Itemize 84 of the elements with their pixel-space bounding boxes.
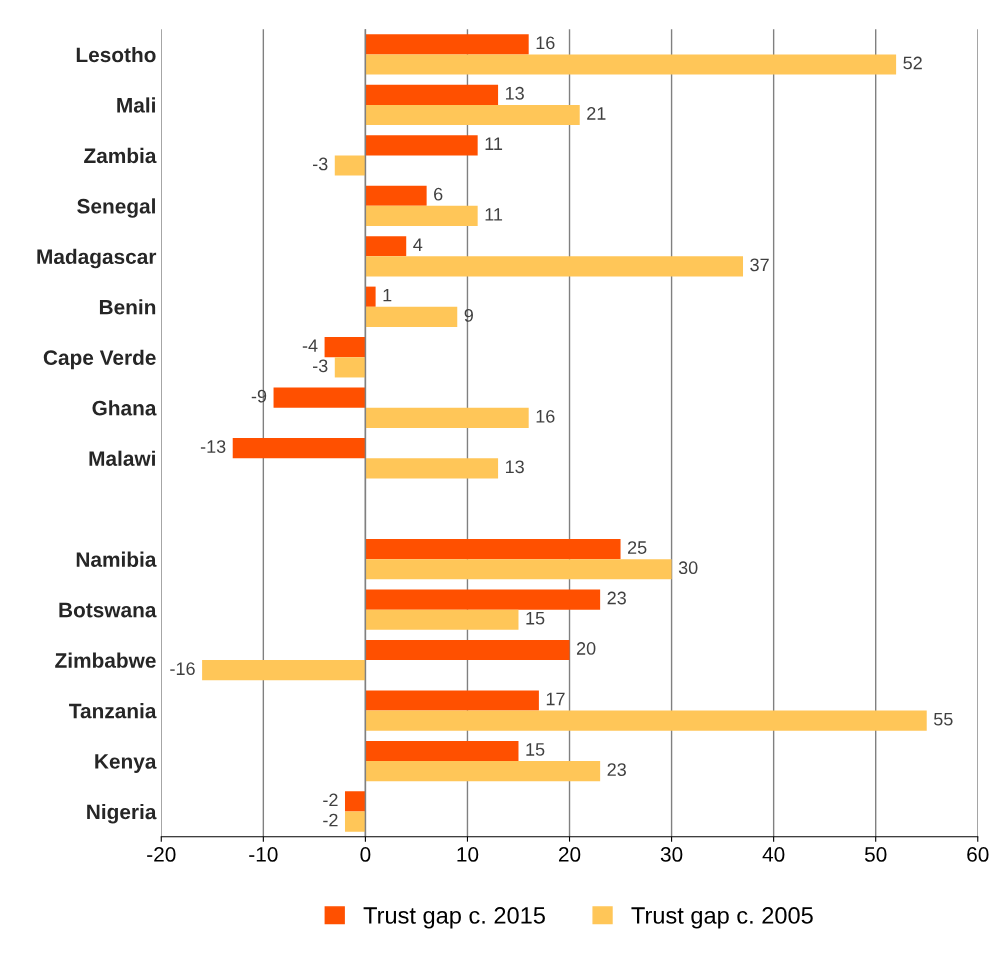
x-tick-label: 20 bbox=[558, 847, 581, 862]
bar bbox=[365, 761, 601, 782]
bar bbox=[344, 811, 366, 832]
y-tick-label: Malawi bbox=[89, 450, 155, 466]
data-label: 13 bbox=[505, 460, 524, 474]
data-label: 52 bbox=[903, 56, 922, 70]
data-label: -16 bbox=[170, 662, 195, 676]
data-label: 37 bbox=[750, 258, 769, 272]
bar bbox=[365, 54, 897, 75]
bar bbox=[334, 357, 366, 378]
x-tick-label: -20 bbox=[147, 847, 176, 862]
bar bbox=[365, 407, 529, 428]
bar bbox=[232, 438, 366, 459]
x-tick-label: 10 bbox=[457, 847, 479, 862]
bar bbox=[365, 306, 458, 327]
y-tick-label: Cape Verde bbox=[43, 349, 156, 370]
y-tick-label: Zambia bbox=[84, 147, 157, 164]
data-label: 15 bbox=[526, 611, 545, 625]
bar bbox=[365, 286, 376, 307]
y-tick-label: Kenya bbox=[95, 754, 157, 773]
x-tick-label: 40 bbox=[762, 847, 785, 862]
bar bbox=[365, 589, 601, 610]
y-tick-label: Nigeria bbox=[87, 803, 157, 824]
bar bbox=[365, 538, 621, 560]
legend-label: Trust gap c. 2005 bbox=[631, 907, 813, 929]
bar bbox=[365, 236, 407, 257]
data-label: 16 bbox=[536, 36, 555, 50]
data-label: 16 bbox=[536, 409, 555, 423]
data-label: 20 bbox=[576, 642, 596, 655]
data-label: 6 bbox=[434, 187, 443, 201]
data-label: 4 bbox=[413, 238, 423, 251]
data-label: 17 bbox=[546, 692, 565, 706]
x-tick-label: 30 bbox=[660, 847, 683, 862]
y-tick-label: Tanzania bbox=[69, 703, 157, 719]
y-tick-label: Zimbabwe bbox=[55, 652, 156, 668]
data-label: 25 bbox=[627, 541, 647, 554]
data-label: 11 bbox=[485, 137, 503, 150]
bar bbox=[365, 458, 499, 479]
y-tick-label: Benin bbox=[99, 299, 156, 315]
bar bbox=[334, 155, 366, 176]
data-label: 1 bbox=[383, 288, 392, 302]
bar bbox=[273, 387, 366, 408]
data-label: -2 bbox=[323, 793, 338, 807]
data-label: 13 bbox=[505, 86, 524, 100]
data-label: 55 bbox=[933, 712, 953, 726]
x-tick-label: 0 bbox=[360, 847, 371, 862]
bar bbox=[365, 34, 529, 55]
x-tick-label: -10 bbox=[249, 847, 278, 862]
data-label: -3 bbox=[313, 359, 328, 373]
data-label: 15 bbox=[526, 743, 545, 756]
y-tick-label: Madagascar bbox=[37, 248, 157, 269]
y-tick-label: Lesotho bbox=[76, 46, 156, 63]
bar bbox=[365, 559, 672, 580]
legend-label: Trust gap c. 2015 bbox=[363, 907, 545, 929]
y-tick-label: Botswana bbox=[59, 602, 157, 618]
bar bbox=[365, 135, 478, 156]
bar bbox=[365, 740, 519, 762]
x-tick-label: 50 bbox=[864, 847, 887, 862]
y-tick-label: Mali bbox=[117, 97, 155, 113]
bar bbox=[324, 337, 366, 358]
data-label: -3 bbox=[313, 157, 328, 171]
bar bbox=[365, 205, 478, 227]
bar bbox=[365, 185, 427, 206]
data-label: -13 bbox=[200, 440, 226, 453]
data-label: 23 bbox=[607, 763, 626, 777]
bar bbox=[365, 639, 570, 661]
bar bbox=[365, 256, 744, 277]
bar bbox=[344, 791, 366, 812]
bar bbox=[365, 609, 519, 630]
bar bbox=[202, 660, 366, 681]
bar bbox=[365, 104, 580, 126]
y-tick-label: Ghana bbox=[92, 400, 157, 416]
y-tick-label: Senegal bbox=[77, 198, 155, 218]
bar bbox=[365, 710, 927, 731]
bar bbox=[365, 84, 499, 105]
data-label: -4 bbox=[302, 339, 318, 352]
x-tick-label: 60 bbox=[967, 847, 989, 862]
y-tick-label: Namibia bbox=[76, 551, 157, 567]
bar bbox=[365, 690, 539, 711]
data-label: -2 bbox=[323, 813, 338, 827]
data-label: 21 bbox=[587, 107, 606, 120]
data-label: 23 bbox=[607, 591, 626, 605]
data-label: 11 bbox=[485, 208, 503, 221]
data-label: 30 bbox=[678, 561, 698, 575]
